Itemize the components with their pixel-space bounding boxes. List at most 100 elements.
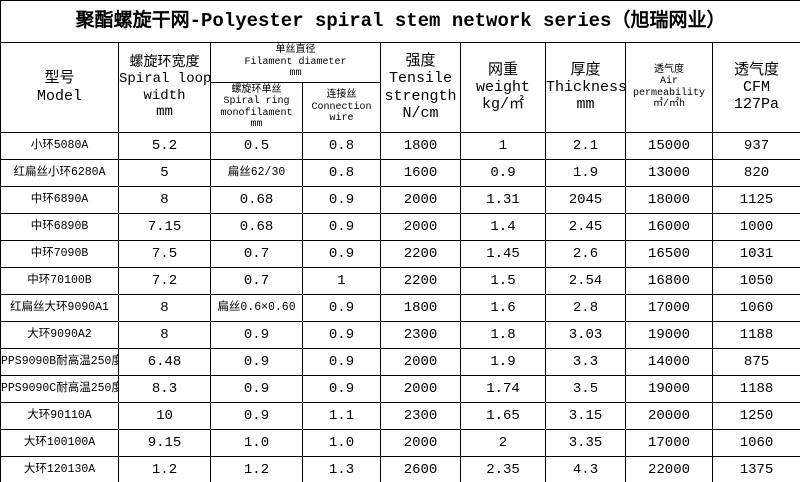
header-line: 强度: [405, 53, 436, 70]
table-cell: 0.7: [210, 240, 303, 268]
table-cell: 1.8: [460, 321, 546, 349]
table-cell: 1.45: [460, 240, 546, 268]
table-cell: 15000: [625, 132, 713, 160]
table-cell: 0.9: [302, 240, 381, 268]
table-cell: 1188: [711, 321, 800, 349]
table-cell: 1600: [380, 159, 461, 187]
table-cell: 0.9: [302, 321, 381, 349]
table-cell: 6.48: [118, 348, 211, 376]
header-line: wire: [329, 113, 354, 125]
header-cell: 单丝直径 Filament diameter mm: [210, 42, 381, 83]
data-row: 大环100100A 9.15 1.0 1.0 2000 2 3.35 17000 1060: [0, 429, 800, 457]
data-row: 小环5080A 5.2 0.5 0.8 1800 1 2.1 15000 937: [0, 132, 800, 160]
header-cell: 螺旋环单丝 Spiral ring monofilament mm: [210, 82, 303, 133]
table-cell: 22000: [625, 456, 713, 482]
header-cell: 透气度 CFM 127Pa: [711, 42, 800, 133]
table-cell: 5.2: [118, 132, 211, 160]
header-line: mm: [250, 119, 263, 130]
table-cell: 1800: [380, 294, 461, 322]
header-line: 127Pa: [734, 96, 780, 114]
table-cell: 937: [711, 132, 800, 160]
table-cell: 1050: [711, 267, 800, 295]
header-line: Thickness: [546, 78, 626, 96]
table-cell: 16500: [625, 240, 713, 268]
data-row: 红扁丝大环9090A1 8 扁丝0.6×0.60 0.9 1800 1.6 2.8 17000…: [0, 294, 800, 322]
table-cell: 1.0: [210, 429, 303, 457]
header-cell: 厚度 Thickness mm: [545, 42, 626, 133]
table-cell: 1: [460, 132, 546, 160]
data-row: 大环120130A 1.2 1.2 1.3 2600 2.35 4.3 22000 1375: [0, 456, 800, 482]
header-line: mm: [156, 103, 173, 120]
table-cell: 1031: [711, 240, 800, 268]
table-cell: 大环100100A: [0, 429, 119, 457]
table-cell: 8: [118, 186, 211, 214]
header-cell: 螺旋环宽度 Spiral loop width mm: [118, 42, 211, 133]
table-cell: 10: [118, 402, 211, 430]
table-cell: 3.3: [545, 348, 626, 376]
data-row: 中环6890A 8 0.68 0.9 2000 1.31 2045 18000 1125: [0, 186, 800, 214]
table-cell: 1.0: [302, 429, 381, 457]
table-cell: 1060: [711, 429, 800, 457]
table-cell: 红扁丝小环6280A: [0, 159, 119, 187]
header-line: Connection: [311, 101, 372, 113]
header-line: Tensile: [388, 70, 452, 88]
table-cell: 2.45: [545, 213, 626, 241]
table-cell: 0.9: [210, 375, 303, 403]
table-cell: 1.9: [460, 348, 546, 376]
table-cell: 2045: [545, 186, 626, 214]
data-row: 中环7090B 7.5 0.7 0.9 2200 1.45 2.6 16500 1031: [0, 240, 800, 268]
table-cell: 1: [302, 267, 381, 295]
table-cell: 820: [711, 159, 800, 187]
table-cell: 13000: [625, 159, 713, 187]
table-cell: 0.9: [210, 402, 303, 430]
table-cell: 19000: [625, 321, 713, 349]
table-cell: 0.5: [210, 132, 303, 160]
table-cell: 2.1: [545, 132, 626, 160]
header-line: permeability: [632, 87, 705, 99]
table-cell: 2: [460, 429, 546, 457]
table-cell: 1188: [711, 375, 800, 403]
header-line: 透气度: [654, 64, 684, 76]
table-cell: 7.15: [118, 213, 211, 241]
table-cell: 1.9: [545, 159, 626, 187]
table-cell: 2200: [380, 267, 461, 295]
header-line: 透气度: [734, 61, 780, 79]
table-cell: 1.2: [118, 456, 211, 482]
header-cell: 透气度 Air permeability ㎥/㎡h: [625, 42, 713, 133]
header-row: 型号 Model 螺旋环宽度 Spiral loop width mm 单丝直径 Filame…: [0, 42, 800, 133]
table-cell: 18000: [625, 186, 713, 214]
table-cell: 2000: [380, 375, 461, 403]
table-cell: 0.68: [210, 186, 303, 214]
table-cell: 大环90110A: [0, 402, 119, 430]
table-cell: 8: [118, 294, 211, 322]
table-cell: 0.68: [210, 213, 303, 241]
table-cell: 大环120130A: [0, 456, 119, 482]
table-cell: 2000: [380, 186, 461, 214]
data-row: 红扁丝小环6280A 5 扁丝62/30 0.8 1600 0.9 1.9 13000 820: [0, 159, 800, 187]
header-line: Spiral ring: [223, 96, 290, 107]
table-cell: 1.31: [460, 186, 546, 214]
table-cell: 2000: [380, 429, 461, 457]
data-row: 中环6890B 7.15 0.68 0.9 2000 1.4 2.45 16000 1000: [0, 213, 800, 241]
table-cell: 中环6890A: [0, 186, 119, 214]
header-line: CFM: [743, 78, 771, 96]
header-line: Filament diameter: [244, 56, 347, 68]
table-cell: 2.35: [460, 456, 546, 482]
header-line: width: [143, 87, 186, 104]
table-cell: 1375: [711, 456, 800, 482]
title-row: 聚酯螺旋干网-Polyester spiral stem network ser…: [0, 0, 800, 43]
table-cell: 扁丝0.6×0.60: [210, 294, 303, 322]
header-line: 厚度: [570, 61, 601, 79]
table-cell: 14000: [625, 348, 713, 376]
table-cell: 0.9: [302, 186, 381, 214]
table-cell: 9.15: [118, 429, 211, 457]
header-row: 螺旋环单丝 Spiral ring monofilament mm 连接丝 Connect…: [1, 82, 800, 133]
table-cell: 17000: [625, 294, 713, 322]
header-line: 网重: [487, 61, 518, 79]
table-cell: 8.3: [118, 375, 211, 403]
table-cell: 1125: [711, 186, 800, 214]
table-cell: 0.8: [302, 159, 381, 187]
header-line: 螺旋环宽度: [129, 55, 200, 72]
data-row: 大环9090A2 8 0.9 0.9 2300 1.8 3.03 19000 1188: [0, 321, 800, 349]
